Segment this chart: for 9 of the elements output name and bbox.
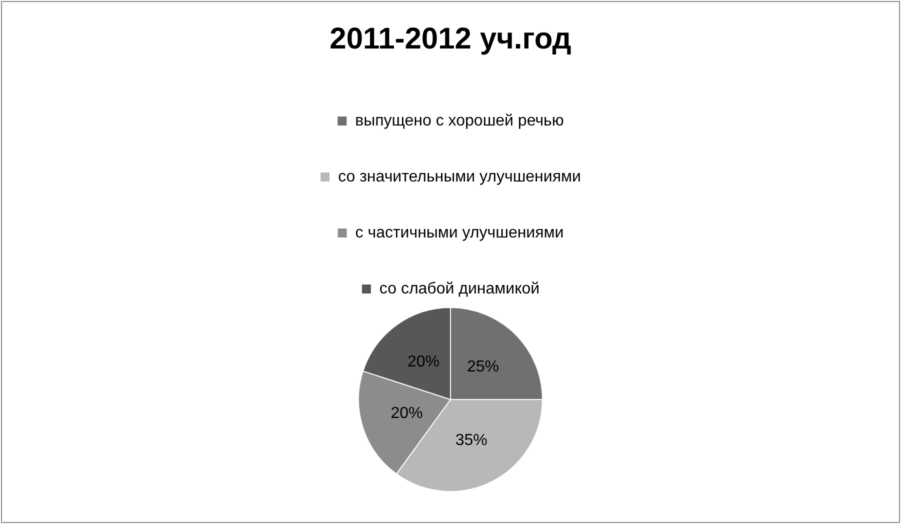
data-label: 20% [390,405,423,422]
legend-label: со значительными улучшениями [338,168,581,186]
legend-label: выпущено с хорошей речью [355,112,564,130]
data-label: 20% [407,354,440,371]
legend-label: с частичными улучшениями [355,224,564,242]
chart-title: 2011-2012 уч.год [330,22,572,56]
data-label: 35% [455,432,488,449]
data-label: 25% [467,358,500,376]
legend-label: со слабой динамикой [379,280,540,298]
